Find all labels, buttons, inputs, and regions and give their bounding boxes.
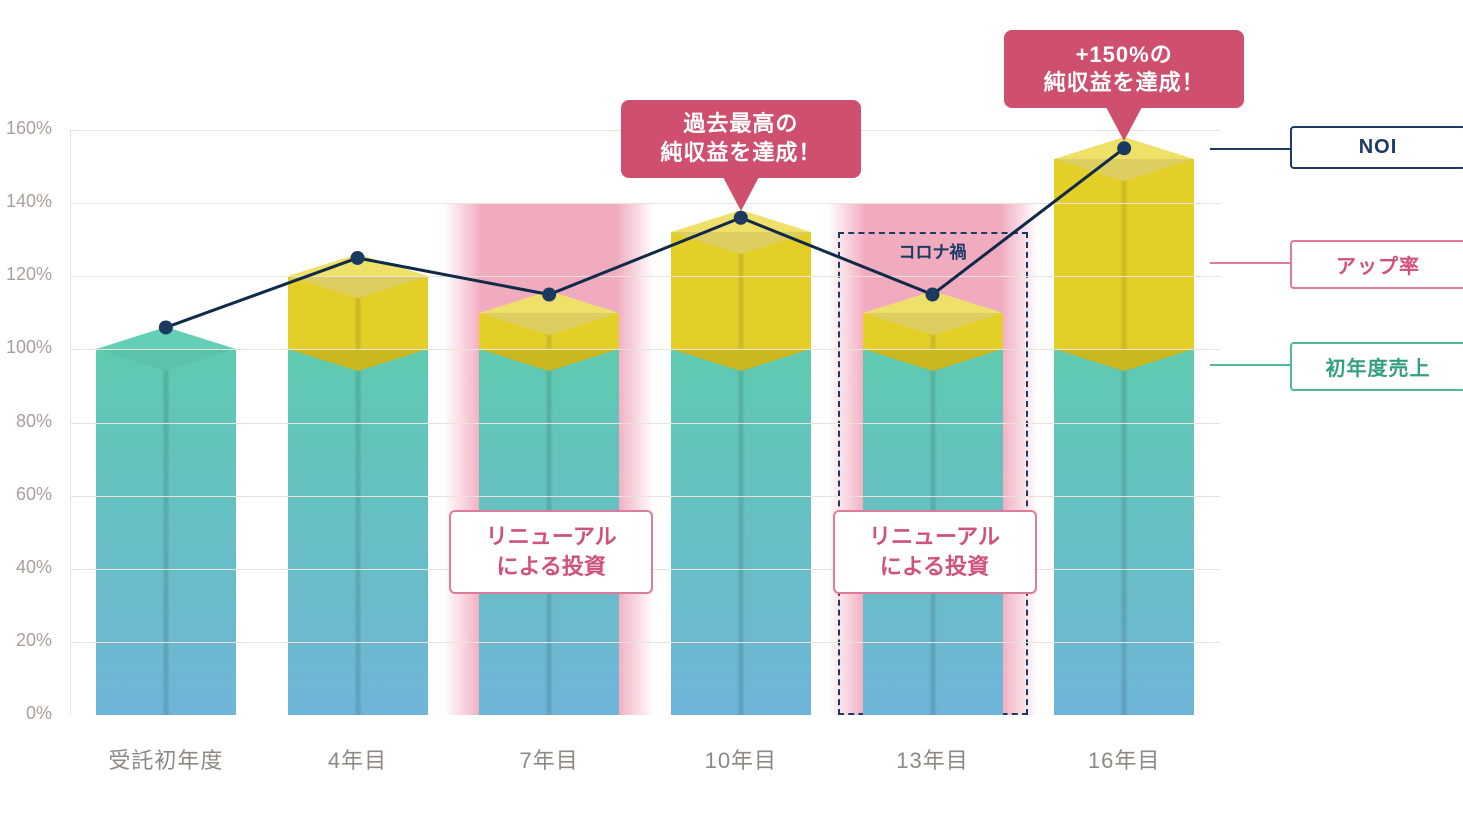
bar xyxy=(863,0,1003,828)
x-tick-label: 10年目 xyxy=(641,743,841,775)
x-tick-label: 4年目 xyxy=(258,743,458,775)
noi-chart: 0% 20% 40% 60% 80% 100% 120% 140% 160% コロナ禍 xyxy=(0,0,1463,828)
renewal-investment-box: リニューアルによる投資 xyxy=(449,510,653,593)
y-tick-label: 60% xyxy=(0,484,52,505)
callout-arrow-icon xyxy=(1106,107,1142,141)
bar xyxy=(288,0,428,828)
y-tick-label: 40% xyxy=(0,557,52,578)
legend-item: NOI xyxy=(1290,126,1463,169)
callout-bubble: +150%の純収益を達成！ xyxy=(1004,30,1244,108)
renewal-investment-box: リニューアルによる投資 xyxy=(833,510,1037,593)
y-tick-label: 80% xyxy=(0,411,52,432)
bar xyxy=(479,0,619,828)
y-tick-label: 160% xyxy=(0,118,52,139)
legend-item: アップ率 xyxy=(1290,240,1463,289)
callout-bubble: 過去最高の純収益を達成！ xyxy=(621,100,861,178)
callout-arrow-icon xyxy=(723,177,759,211)
x-tick-label: 13年目 xyxy=(833,743,1033,775)
y-tick-label: 0% xyxy=(0,703,52,724)
y-tick-label: 20% xyxy=(0,630,52,651)
x-tick-label: 受託初年度 xyxy=(66,743,266,775)
y-tick-label: 120% xyxy=(0,264,52,285)
x-tick-label: 7年目 xyxy=(449,743,649,775)
bar xyxy=(96,0,236,828)
x-tick-label: 16年目 xyxy=(1024,743,1224,775)
legend-item: 初年度売上 xyxy=(1290,342,1463,391)
corona-label: コロナ禍 xyxy=(838,238,1028,263)
y-tick-label: 100% xyxy=(0,337,52,358)
y-tick-label: 140% xyxy=(0,191,52,212)
